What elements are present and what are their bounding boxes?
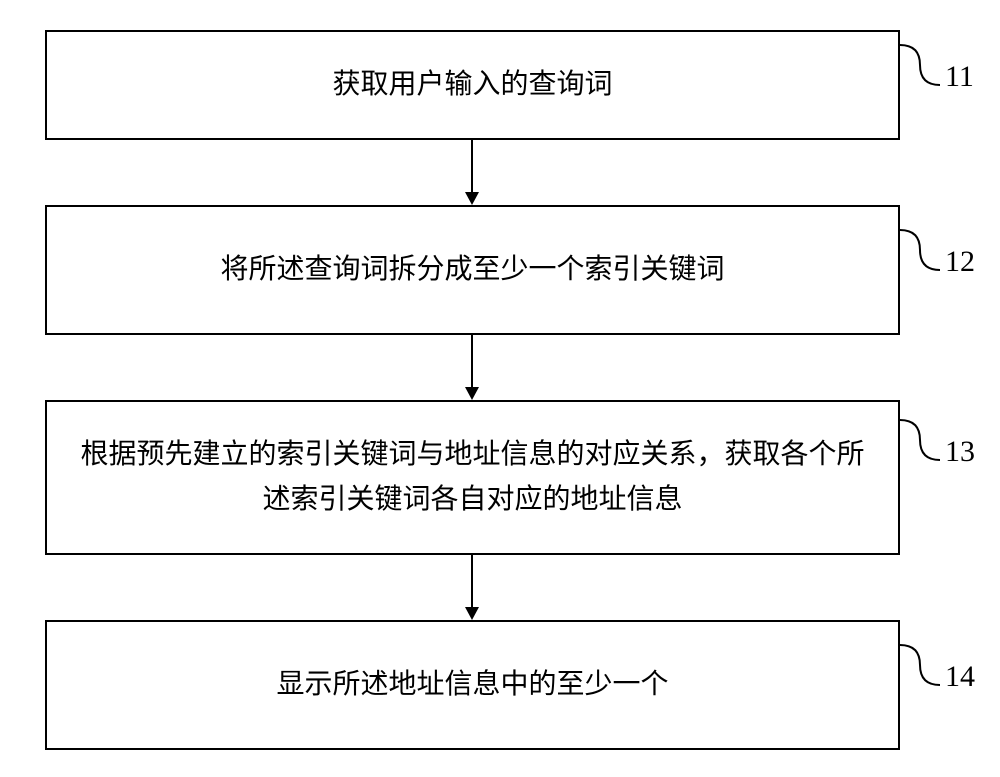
- step-13-label: 13: [945, 435, 975, 469]
- step-13-text: 根据预先建立的索引关键词与地址信息的对应关系，获取各个所述索引关键词各自对应的地…: [67, 433, 878, 523]
- flowchart-step-14: 显示所述地址信息中的至少一个: [45, 620, 900, 750]
- arrow-11-12: [462, 140, 482, 206]
- arrow-13-14: [462, 555, 482, 621]
- flowchart-step-12: 将所述查询词拆分成至少一个索引关键词: [45, 205, 900, 335]
- step-12-bracket: [900, 225, 940, 275]
- step-12-label: 12: [945, 245, 975, 279]
- flowchart-step-13: 根据预先建立的索引关键词与地址信息的对应关系，获取各个所述索引关键词各自对应的地…: [45, 400, 900, 555]
- step-13-bracket: [900, 415, 940, 465]
- step-11-text: 获取用户输入的查询词: [332, 63, 612, 108]
- arrow-12-13: [462, 335, 482, 401]
- step-11-label: 11: [945, 60, 974, 94]
- step-11-bracket: [900, 40, 940, 90]
- step-14-bracket: [900, 640, 940, 690]
- step-14-text: 显示所述地址信息中的至少一个: [276, 663, 668, 708]
- flowchart-step-11: 获取用户输入的查询词: [45, 30, 900, 140]
- flowchart-canvas: 获取用户输入的查询词 11 将所述查询词拆分成至少一个索引关键词 12 根据预先…: [0, 0, 1000, 777]
- step-12-text: 将所述查询词拆分成至少一个索引关键词: [220, 248, 724, 293]
- step-14-label: 14: [945, 660, 975, 694]
